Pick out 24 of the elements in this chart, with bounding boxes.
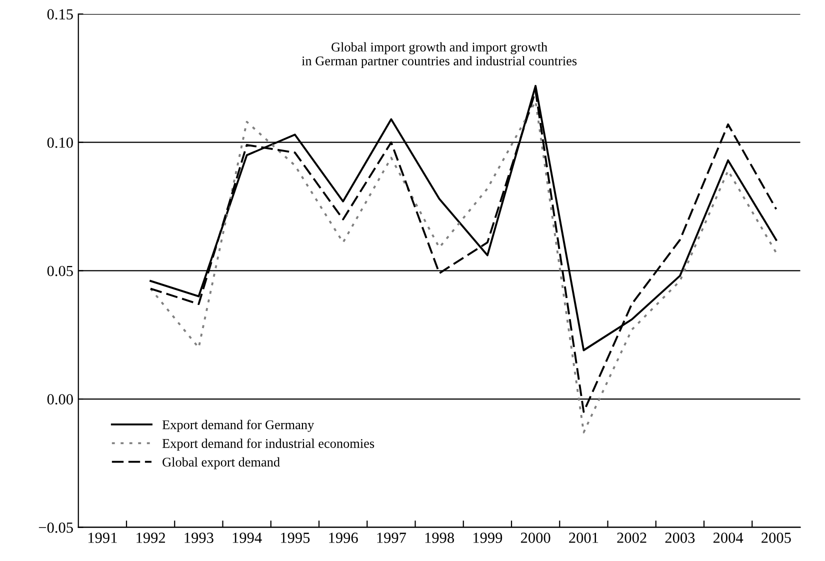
x-tick-label: 2000 xyxy=(520,532,550,543)
y-tick-label: 0.00 xyxy=(47,394,73,405)
x-tick-label: 2001 xyxy=(569,532,598,543)
legend-label: Export demand for industrial economies xyxy=(162,438,374,451)
y-tick-label: 0.05 xyxy=(47,266,73,276)
x-tick-label: 1994 xyxy=(232,532,262,543)
text: Global import growth and import growth in German partner countries and industrial countries xyxy=(302,42,577,68)
x-tick-label: 2002 xyxy=(617,532,646,543)
x-tick-label: 1996 xyxy=(329,532,358,543)
x-tick-label: 1995 xyxy=(281,532,310,543)
x-tick-label: 1997 xyxy=(377,532,406,543)
x-tick-label: 2004 xyxy=(713,532,744,543)
x-tick-label: 1992 xyxy=(136,532,165,543)
x-tick-label: 1999 xyxy=(474,532,502,543)
y-tick-label: 0.10 xyxy=(47,137,73,148)
x-tick-label: 1998 xyxy=(425,532,454,543)
x-tick-label: 1991 xyxy=(88,532,117,543)
x-tick-label: 2003 xyxy=(665,532,695,543)
legend-label: Global export demand xyxy=(162,457,280,470)
x-tick-label: 1993 xyxy=(184,532,214,543)
y-tick-label: −0.05 xyxy=(38,522,73,533)
legend-label: Export demand for Germany xyxy=(162,420,314,432)
x-tick-label: 2005 xyxy=(762,532,791,543)
y-tick-label: 0.15 xyxy=(47,9,73,20)
